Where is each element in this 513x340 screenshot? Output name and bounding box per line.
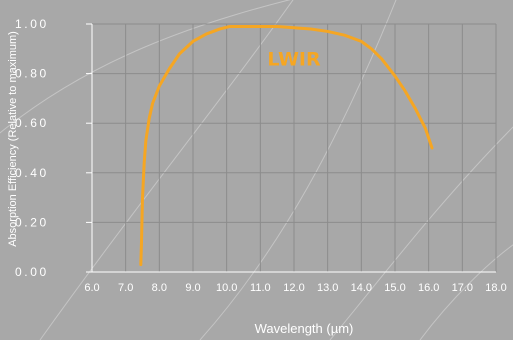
x-tick-label: 6.0 <box>84 282 99 294</box>
background-arc <box>0 0 291 134</box>
y-tick-label: 0.80 <box>15 67 49 81</box>
x-tick-label: 8.0 <box>152 282 167 294</box>
x-tick-label: 13.0 <box>317 282 338 294</box>
x-tick-label: 18.0 <box>485 282 506 294</box>
series-annotation: LWIR <box>267 49 321 71</box>
x-tick-label: 7.0 <box>118 282 133 294</box>
x-tick-label: 12.0 <box>283 282 304 294</box>
y-tick-label: 0.40 <box>15 166 49 180</box>
y-tick-label: 0.20 <box>15 215 49 229</box>
x-tick-label: 10.0 <box>216 282 237 294</box>
x-axis-label: Wavelength (µm) <box>255 321 354 336</box>
x-tick-label: 9.0 <box>185 282 200 294</box>
series-line <box>139 24 434 267</box>
background-arc <box>329 126 513 340</box>
annotations: LWIR <box>267 49 321 71</box>
y-tick-label: 0.00 <box>15 265 49 279</box>
x-tick-label: 16.0 <box>418 282 439 294</box>
x-tick-label: 14.0 <box>351 282 372 294</box>
y-tick-labels: 0.00 0.20 0.40 0.60 0.80 1.00 <box>15 17 49 279</box>
y-tick-label: 1.00 <box>15 17 49 31</box>
axes <box>86 23 496 273</box>
background-arc <box>39 0 294 340</box>
y-axis-label: Absorption Efficiency (Relative to maxim… <box>7 31 19 247</box>
series <box>139 24 434 267</box>
x-tick-label: 11.0 <box>250 282 271 294</box>
y-tick-label: 0.60 <box>15 116 49 130</box>
background-arc <box>419 244 513 340</box>
x-tick-labels: 6.0 7.0 8.0 9.0 10.0 11.0 12.0 13.0 14.0 15.0 16.0… <box>84 282 506 294</box>
background-arc <box>199 0 397 340</box>
x-tick-label: 15.0 <box>384 282 405 294</box>
x-tick-label: 17.0 <box>452 282 473 294</box>
